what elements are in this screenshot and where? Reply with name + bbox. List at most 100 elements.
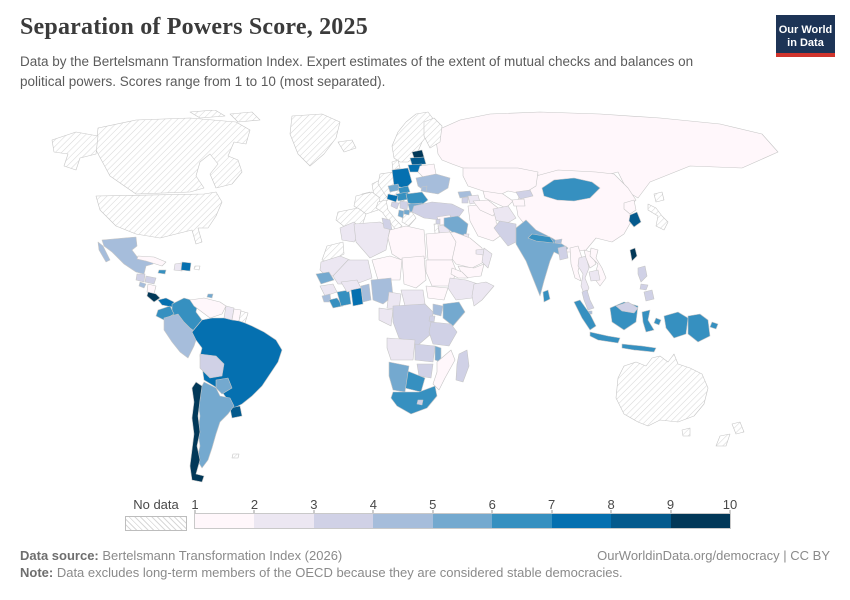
region-united-arab-emirates[interactable] [475, 248, 485, 256]
region-rwanda[interactable] [428, 315, 436, 323]
region-indonesia[interactable] [653, 317, 662, 326]
region-puerto-rico[interactable] [193, 265, 201, 271]
region-sri-lanka[interactable] [542, 289, 551, 303]
region-bangladesh[interactable] [557, 245, 569, 261]
region-argentina[interactable] [196, 381, 235, 469]
region-united-states[interactable] [95, 191, 223, 245]
region-mongolia[interactable] [541, 177, 601, 202]
region-australia[interactable] [681, 427, 691, 437]
region-indonesia[interactable] [589, 331, 621, 344]
region-moldova[interactable] [420, 185, 428, 193]
region-malaysia[interactable] [615, 301, 639, 314]
region-lesotho[interactable] [416, 399, 424, 406]
region-liberia[interactable] [328, 297, 344, 309]
region-south-africa[interactable] [390, 385, 438, 415]
region-chad[interactable] [401, 255, 427, 289]
region-democratic-republic-of-congo[interactable] [392, 303, 434, 347]
region-south-sudan[interactable] [425, 285, 449, 301]
region-guatemala[interactable] [135, 273, 146, 283]
region-north-korea[interactable] [623, 199, 637, 215]
region-cuba[interactable] [136, 255, 167, 267]
region-iceland[interactable] [337, 139, 357, 153]
region-eritrea[interactable] [450, 267, 469, 279]
region-zambia[interactable] [414, 343, 436, 363]
region-finland[interactable] [423, 117, 443, 149]
region-namibia[interactable] [388, 361, 410, 393]
region-north-macedonia[interactable] [403, 209, 411, 216]
region-costa-rica[interactable] [146, 291, 161, 303]
region-philippines[interactable] [639, 283, 649, 291]
legend-bin-9[interactable] [670, 514, 730, 528]
region-denmark[interactable] [391, 159, 401, 171]
legend-no-data-swatch[interactable] [125, 516, 187, 531]
region-croatia[interactable] [386, 193, 399, 203]
region-poland[interactable] [391, 167, 413, 189]
region-vietnam[interactable] [589, 247, 607, 287]
region-new-zealand[interactable] [715, 433, 731, 447]
region-chile[interactable] [189, 381, 205, 483]
legend-bin-2[interactable] [254, 514, 314, 528]
region-mexico[interactable] [97, 241, 111, 263]
region-egypt[interactable] [425, 231, 457, 261]
region-el-salvador[interactable] [138, 281, 147, 289]
region-uganda[interactable] [432, 303, 444, 317]
region-dominican-republic[interactable] [180, 261, 192, 272]
legend-bin-5[interactable] [432, 514, 493, 528]
region-somalia[interactable] [471, 281, 495, 307]
region-latvia[interactable] [409, 156, 427, 166]
region-israel[interactable] [433, 223, 440, 235]
region-new-zealand[interactable] [731, 421, 745, 435]
region-uruguay[interactable] [229, 405, 243, 419]
region-canada[interactable] [229, 111, 261, 123]
region-jamaica[interactable] [157, 269, 167, 275]
region-kenya[interactable] [442, 301, 466, 327]
region-albania[interactable] [397, 209, 405, 219]
region-niger[interactable] [371, 255, 403, 281]
region-pakistan[interactable] [493, 220, 517, 247]
region-trinidad-and-tobago[interactable] [206, 293, 214, 299]
region-bolivia[interactable] [199, 353, 225, 379]
region-bosnia-and-herzegovina[interactable] [390, 201, 400, 210]
region-central-african-republic[interactable] [400, 289, 426, 307]
region-falkland-islands[interactable] [231, 453, 240, 459]
legend-bin-4[interactable] [373, 514, 433, 528]
legend-bin-7[interactable] [551, 514, 612, 528]
region-cambodia[interactable] [588, 269, 601, 282]
region-kyrgyzstan[interactable] [515, 189, 534, 200]
owid-logo[interactable]: Our World in Data [776, 15, 835, 57]
region-congo[interactable] [378, 307, 394, 327]
region-romania[interactable] [405, 191, 429, 207]
region-greece[interactable] [401, 211, 417, 227]
region-greenland[interactable] [289, 113, 341, 167]
region-indonesia[interactable] [663, 311, 689, 339]
region-paraguay[interactable] [215, 377, 233, 395]
region-oman[interactable] [481, 247, 493, 269]
region-mexico[interactable] [101, 236, 154, 275]
region-c-te-d-ivoire[interactable] [336, 289, 352, 307]
region-indonesia[interactable] [573, 299, 597, 331]
region-panama[interactable] [157, 297, 175, 308]
legend-bin-6[interactable] [492, 514, 552, 528]
region-peru[interactable] [163, 313, 199, 359]
region-benin[interactable] [360, 283, 372, 303]
region-zimbabwe[interactable] [416, 363, 434, 379]
region-indonesia[interactable] [641, 309, 655, 333]
region-canada[interactable] [95, 117, 251, 195]
region-laos[interactable] [583, 249, 597, 269]
region-mali[interactable] [332, 259, 373, 285]
region-armenia[interactable] [461, 196, 469, 204]
region-ghana[interactable] [350, 287, 364, 307]
region-south-korea[interactable] [628, 211, 642, 228]
legend-bin-3[interactable] [313, 514, 374, 528]
region-philippines[interactable] [643, 289, 655, 302]
region-venezuela[interactable] [189, 297, 227, 319]
region-papua-new-guinea[interactable] [687, 313, 711, 343]
region-haiti[interactable] [173, 262, 183, 272]
region-india[interactable] [515, 219, 569, 297]
region-tanzania[interactable] [428, 321, 458, 347]
region-united-states[interactable] [51, 131, 99, 171]
legend-bin-8[interactable] [611, 514, 671, 528]
region-lebanon[interactable] [435, 218, 441, 225]
region-honduras[interactable] [144, 275, 157, 285]
region-afghanistan[interactable] [492, 205, 517, 225]
